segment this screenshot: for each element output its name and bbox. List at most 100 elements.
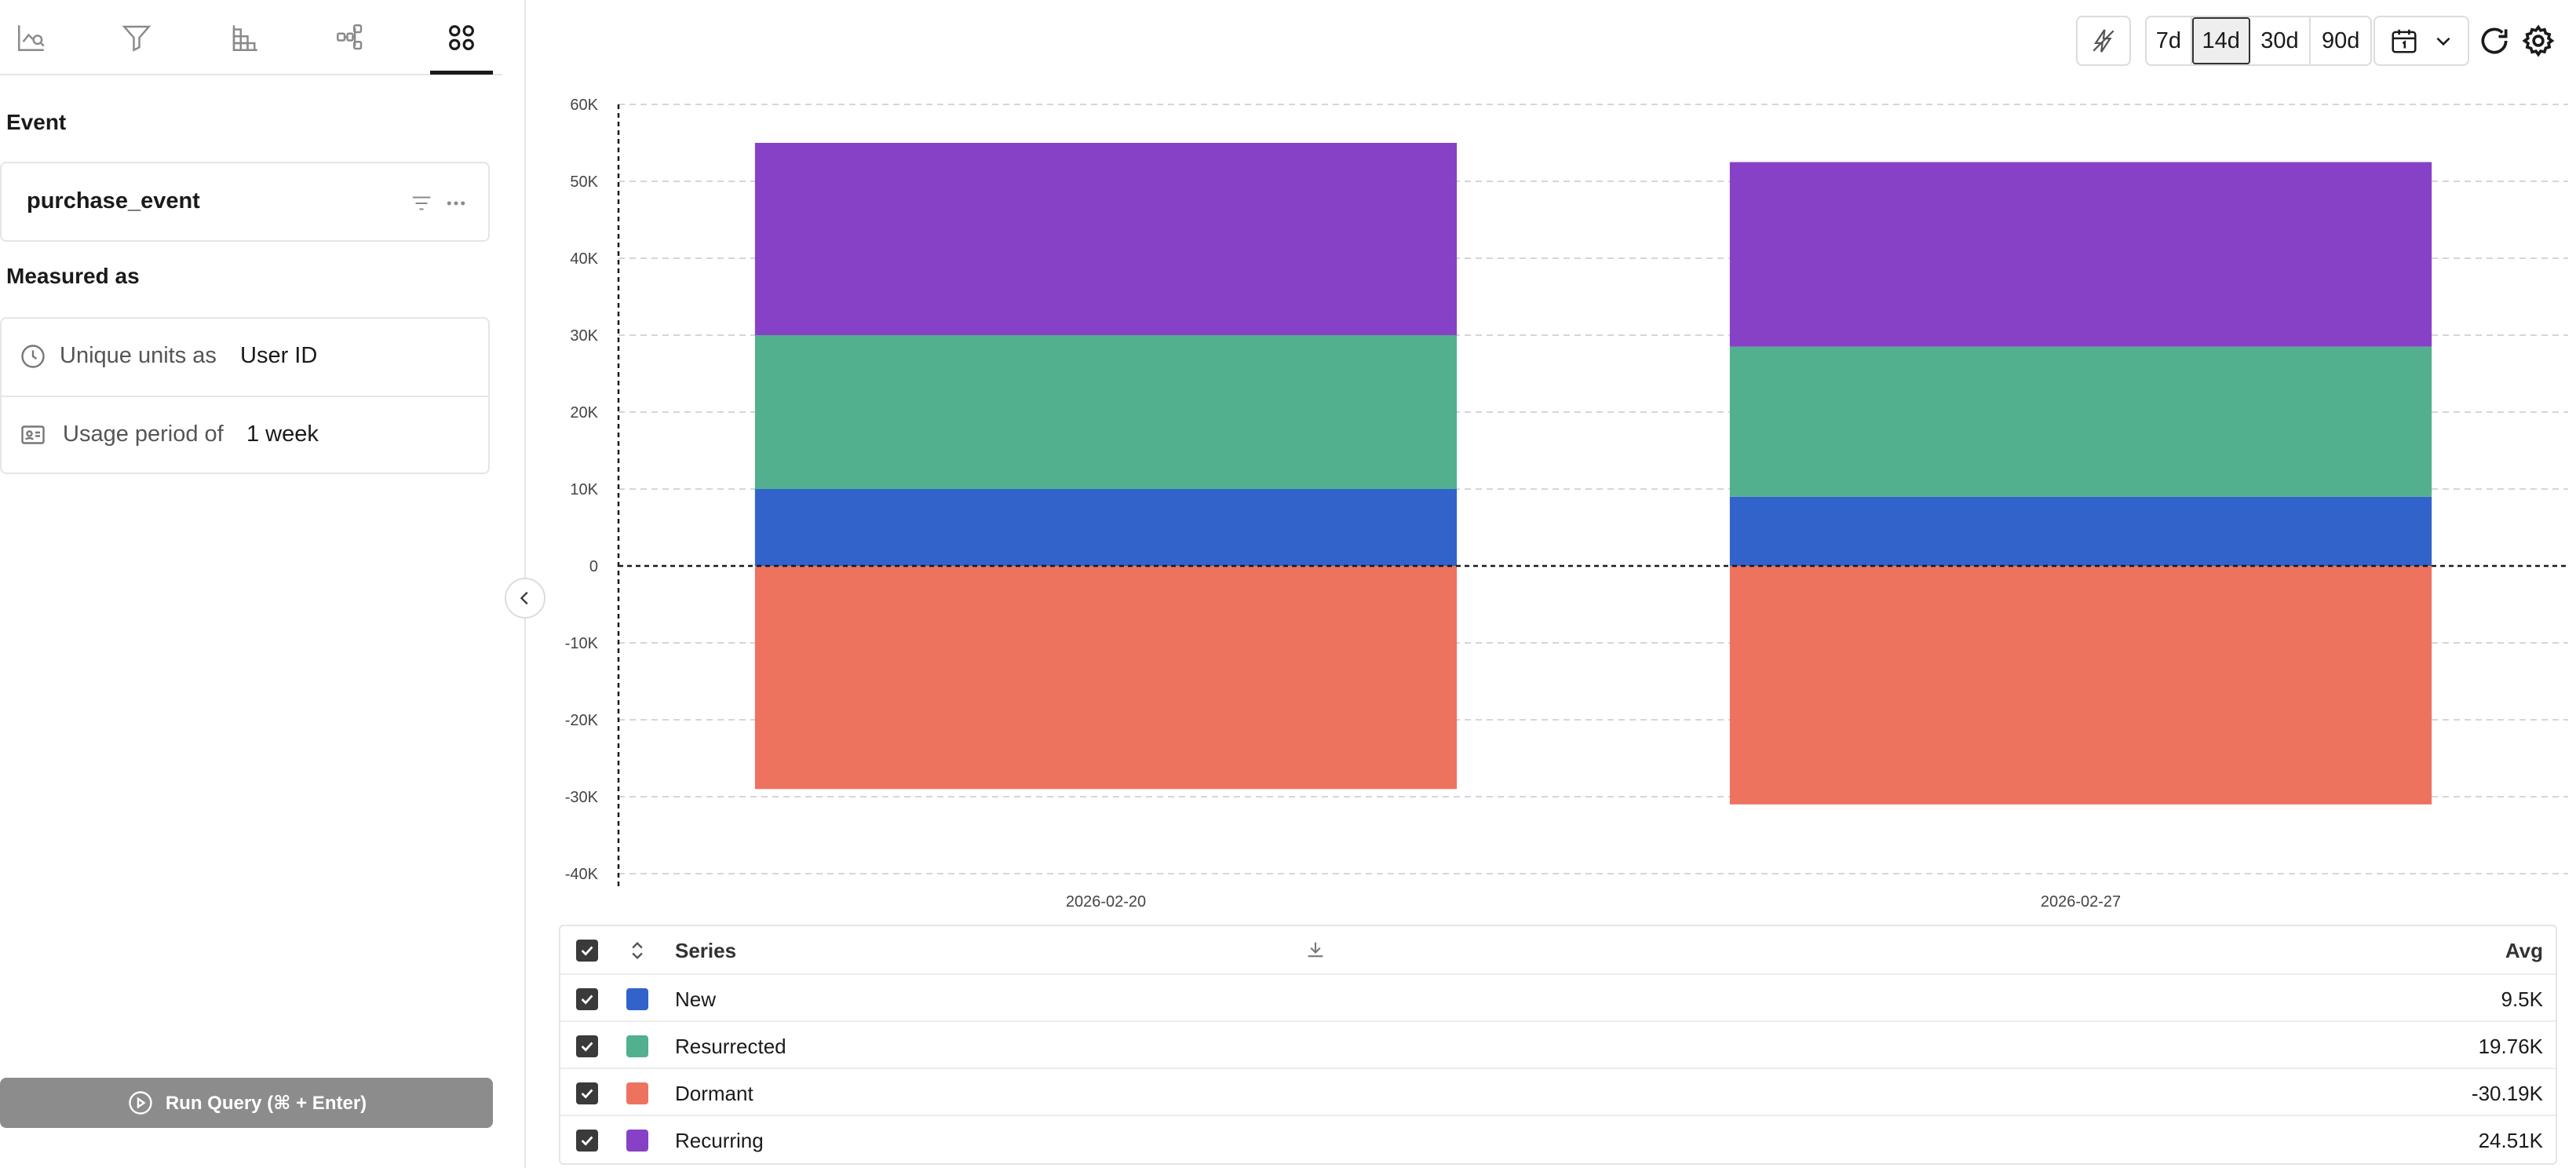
- series-avg-value: 9.5K: [2501, 987, 2544, 1011]
- y-tick-label: 30K: [570, 327, 598, 345]
- range-7d-button[interactable]: 7d: [2147, 17, 2192, 64]
- y-tick-label: -40K: [565, 866, 599, 883]
- bar-recurring-2026-02-20: [754, 143, 1458, 335]
- run-query-button[interactable]: Run Query (⌘ + Enter): [0, 1078, 493, 1128]
- y-tick-label: 40K: [570, 250, 598, 268]
- measured-as-title: Measured as: [6, 264, 140, 288]
- filter-lines-icon[interactable]: [410, 192, 433, 215]
- bar-resurrected-2026-02-20: [754, 335, 1458, 489]
- usage-period-row[interactable]: Usage period of 1 week: [2, 396, 488, 471]
- y-tick-label: -10K: [565, 635, 599, 652]
- run-query-label: Run Query (⌘ + Enter): [165, 1092, 367, 1114]
- more-dots-icon[interactable]: [443, 192, 469, 215]
- checkmark-icon: [581, 1089, 593, 1099]
- play-circle-icon: [129, 1091, 152, 1115]
- y-tick-label: 20K: [570, 404, 598, 422]
- series-checkbox[interactable]: [576, 1035, 598, 1057]
- y-axis-ticks: 60K 50K 40K 30K 20K 10K 0 -10K -20K -30K -40K: [565, 97, 599, 883]
- flow-icon: [337, 24, 363, 50]
- unique-units-label: Unique units as: [60, 343, 217, 368]
- series-row-dormant[interactable]: Dormant -30.19K: [560, 1068, 2556, 1115]
- range-90d-button[interactable]: 90d: [2321, 27, 2360, 53]
- bar-resurrected-2026-02-27: [1729, 346, 2432, 497]
- series-color-swatch: [626, 1082, 648, 1104]
- gear-icon[interactable]: [2521, 24, 2556, 58]
- range-30d-button[interactable]: 30d: [2250, 17, 2311, 64]
- id-card-icon: [21, 425, 45, 444]
- series-column-header[interactable]: Series: [675, 939, 737, 962]
- bar-new-2026-02-20: [754, 489, 1458, 566]
- series-color-swatch: [626, 988, 648, 1010]
- usage-period-label: Usage period of: [63, 422, 224, 447]
- range-14d-button[interactable]: 14d: [2191, 17, 2250, 64]
- active-tab-indicator: [430, 71, 493, 75]
- chevron-left-icon: [520, 591, 528, 605]
- series-name: Dormant: [675, 1082, 753, 1105]
- series-name: Recurring: [675, 1129, 764, 1152]
- x-axis-ticks: 2026-02-20 2026-02-27: [1066, 893, 2121, 911]
- series-checkbox[interactable]: [576, 988, 598, 1010]
- series-row-recurring[interactable]: Recurring 24.51K: [560, 1115, 2556, 1162]
- event-name: purchase_event: [27, 188, 200, 214]
- y-tick-label: -20K: [565, 712, 599, 729]
- funnel-icon: [122, 25, 151, 52]
- y-tick-label: -30K: [565, 789, 599, 806]
- checkmark-icon: [581, 995, 593, 1005]
- unique-units-row[interactable]: Unique units as User ID: [2, 319, 488, 394]
- series-table: Series Avg New 9.5K Resurrected 19.76K Dorma…: [559, 925, 2557, 1165]
- series-checkbox[interactable]: [576, 1082, 598, 1104]
- select-all-checkbox[interactable]: [576, 940, 598, 962]
- series-name: Resurrected: [675, 1035, 786, 1058]
- series-checkbox[interactable]: [576, 1130, 598, 1152]
- checkmark-icon: [581, 1136, 593, 1146]
- lifecycle-stacked-bar-chart: 60K 50K 40K 30K 20K 10K 0 -10K -20K -30K -40K 2026…: [565, 97, 2568, 911]
- y-tick-label: 60K: [570, 97, 598, 114]
- checkmark-icon: [581, 1042, 593, 1052]
- x-tick-label: 2026-02-27: [2041, 893, 2121, 911]
- y-tick-label: 50K: [570, 173, 598, 191]
- series-name: New: [675, 987, 717, 1011]
- query-sidebar: Event purchase_event Measured as Unique …: [0, 0, 526, 1168]
- tab-flows[interactable]: [319, 14, 381, 61]
- series-color-swatch: [626, 1130, 648, 1152]
- collapse-sidebar-button[interactable]: [505, 578, 545, 619]
- series-avg-value: 24.51K: [2478, 1129, 2543, 1152]
- date-range-selector: 7d 14d 30d 90d: [2145, 16, 2372, 66]
- series-row-resurrected[interactable]: Resurrected 19.76K: [560, 1020, 2556, 1068]
- series-color-swatch: [626, 1035, 648, 1057]
- calendar-icon: [2392, 29, 2417, 53]
- bar-new-2026-02-27: [1729, 496, 2432, 566]
- tab-retention[interactable]: [213, 14, 276, 61]
- event-section-title: Event: [6, 110, 67, 134]
- series-avg-value: 19.76K: [2478, 1035, 2543, 1058]
- bars-grid-icon: [232, 25, 257, 51]
- chart-axes: [617, 104, 2568, 886]
- chevron-down-icon: [2436, 37, 2450, 46]
- bar-dormant-2026-02-27: [1729, 566, 2432, 805]
- bar-recurring-2026-02-27: [1729, 162, 2432, 347]
- x-tick-label: 2026-02-20: [1066, 893, 1146, 911]
- lightning-off-icon: [2093, 29, 2114, 53]
- bar-dormant-2026-02-20: [754, 566, 1458, 790]
- ai-insights-button[interactable]: [2076, 16, 2131, 66]
- tab-insights[interactable]: [0, 14, 63, 61]
- tab-funnels[interactable]: [105, 14, 168, 61]
- avg-column-header[interactable]: Avg: [2505, 939, 2543, 962]
- sort-toggle-icon[interactable]: [626, 939, 648, 962]
- y-tick-label: 0: [589, 558, 598, 575]
- measured-as-card: Unique units as User ID Usage period of …: [0, 317, 490, 474]
- event-card[interactable]: purchase_event: [0, 162, 490, 242]
- series-table-header: Series Avg: [560, 926, 2556, 973]
- download-icon[interactable]: [1304, 939, 1326, 961]
- query-type-tabbar: [0, 0, 502, 75]
- usage-period-value[interactable]: 1 week: [246, 422, 319, 447]
- unique-units-value[interactable]: User ID: [240, 343, 318, 368]
- series-row-new[interactable]: New 9.5K: [560, 973, 2556, 1020]
- chart-bars: [754, 143, 2432, 805]
- chart-search-icon: [18, 25, 45, 51]
- tab-lifecycle[interactable]: [430, 14, 493, 61]
- y-tick-label: 10K: [570, 481, 598, 498]
- refresh-icon[interactable]: [2477, 24, 2512, 58]
- clock-icon: [21, 345, 45, 368]
- custom-date-button[interactable]: [2373, 16, 2469, 66]
